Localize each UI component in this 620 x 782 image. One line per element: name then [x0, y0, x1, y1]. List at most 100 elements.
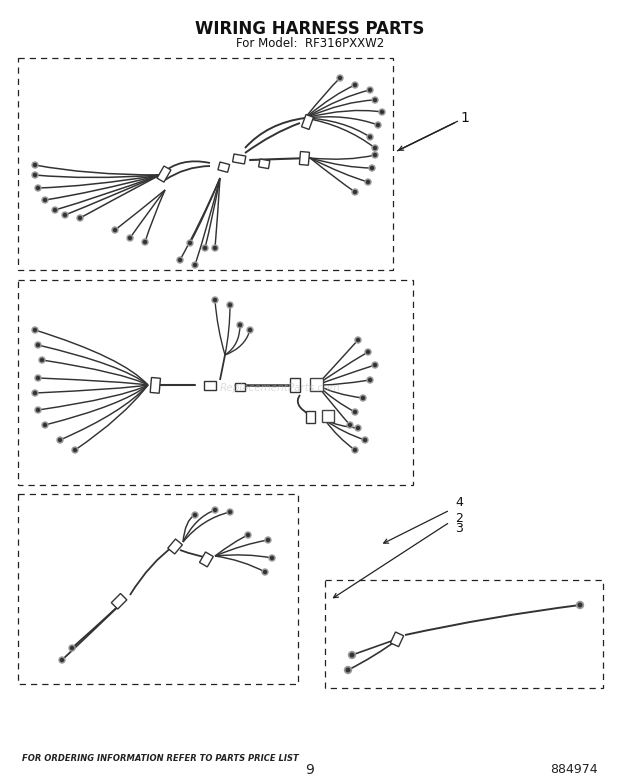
Bar: [18, 494, 298, 684]
Circle shape: [71, 647, 74, 650]
Bar: [299, 152, 309, 165]
Circle shape: [32, 327, 38, 333]
Circle shape: [112, 227, 118, 233]
Circle shape: [367, 87, 373, 93]
Circle shape: [353, 84, 356, 87]
Circle shape: [237, 322, 243, 328]
Circle shape: [42, 197, 48, 203]
Text: ReplacementParts.com: ReplacementParts.com: [219, 383, 340, 393]
Text: 884974: 884974: [551, 763, 598, 776]
Circle shape: [369, 165, 375, 171]
Circle shape: [366, 181, 370, 184]
Circle shape: [69, 645, 75, 651]
Circle shape: [213, 299, 216, 302]
Circle shape: [202, 245, 208, 251]
Circle shape: [372, 145, 378, 151]
Circle shape: [193, 264, 197, 267]
Bar: [259, 159, 270, 169]
Bar: [18, 280, 413, 485]
Circle shape: [578, 603, 582, 607]
Text: 2: 2: [455, 511, 463, 525]
Circle shape: [269, 555, 275, 561]
Circle shape: [43, 199, 46, 202]
Circle shape: [355, 337, 361, 343]
Circle shape: [40, 358, 43, 361]
Circle shape: [347, 422, 353, 428]
Circle shape: [52, 207, 58, 213]
Circle shape: [32, 162, 38, 168]
Circle shape: [213, 508, 216, 511]
Bar: [157, 166, 171, 182]
Circle shape: [79, 217, 81, 220]
Text: FOR ORDERING INFORMATION REFER TO PARTS PRICE LIST: FOR ORDERING INFORMATION REFER TO PARTS …: [22, 754, 299, 763]
Circle shape: [262, 569, 268, 575]
Circle shape: [368, 378, 371, 382]
Bar: [235, 383, 245, 391]
Circle shape: [368, 88, 371, 91]
Circle shape: [74, 449, 76, 451]
Circle shape: [270, 557, 273, 559]
Bar: [322, 410, 334, 422]
Circle shape: [373, 99, 376, 102]
Circle shape: [227, 302, 233, 308]
Bar: [310, 378, 323, 391]
Circle shape: [366, 350, 370, 353]
Bar: [232, 154, 246, 164]
Circle shape: [213, 246, 216, 249]
Circle shape: [264, 571, 267, 573]
Circle shape: [362, 437, 368, 443]
Circle shape: [372, 362, 378, 368]
Text: 3: 3: [455, 522, 463, 535]
Circle shape: [356, 339, 360, 342]
Circle shape: [192, 262, 198, 268]
Circle shape: [127, 235, 133, 241]
Circle shape: [142, 239, 148, 245]
Circle shape: [177, 257, 183, 263]
Bar: [218, 162, 229, 172]
Circle shape: [339, 77, 342, 80]
Circle shape: [353, 411, 356, 414]
Circle shape: [337, 75, 343, 81]
Circle shape: [577, 601, 583, 608]
Circle shape: [33, 392, 37, 394]
Circle shape: [35, 185, 41, 191]
Text: 9: 9: [306, 763, 314, 777]
Circle shape: [113, 228, 117, 231]
Bar: [391, 632, 404, 647]
Circle shape: [143, 241, 146, 243]
Circle shape: [33, 328, 37, 332]
Circle shape: [62, 212, 68, 218]
Circle shape: [352, 409, 358, 415]
Circle shape: [53, 209, 56, 211]
Circle shape: [72, 447, 78, 453]
Circle shape: [227, 509, 233, 515]
Text: 4: 4: [455, 496, 463, 508]
Circle shape: [367, 134, 373, 140]
Circle shape: [188, 242, 192, 245]
Circle shape: [352, 82, 358, 88]
Circle shape: [267, 539, 270, 541]
Circle shape: [365, 349, 371, 355]
Circle shape: [345, 666, 352, 673]
Circle shape: [360, 395, 366, 401]
Circle shape: [379, 109, 385, 115]
Circle shape: [372, 97, 378, 103]
Circle shape: [368, 135, 371, 138]
Bar: [204, 381, 216, 389]
Circle shape: [35, 375, 41, 381]
Circle shape: [37, 186, 40, 189]
Circle shape: [33, 174, 37, 177]
Circle shape: [179, 259, 182, 261]
Circle shape: [229, 511, 231, 514]
Circle shape: [247, 533, 249, 536]
Bar: [301, 114, 314, 130]
Circle shape: [365, 179, 371, 185]
Circle shape: [229, 303, 231, 307]
Circle shape: [371, 167, 373, 170]
Text: 1: 1: [397, 111, 469, 151]
Circle shape: [247, 327, 253, 333]
Bar: [150, 378, 161, 393]
Circle shape: [35, 407, 41, 413]
Circle shape: [373, 364, 376, 367]
Text: WIRING HARNESS PARTS: WIRING HARNESS PARTS: [195, 20, 425, 38]
